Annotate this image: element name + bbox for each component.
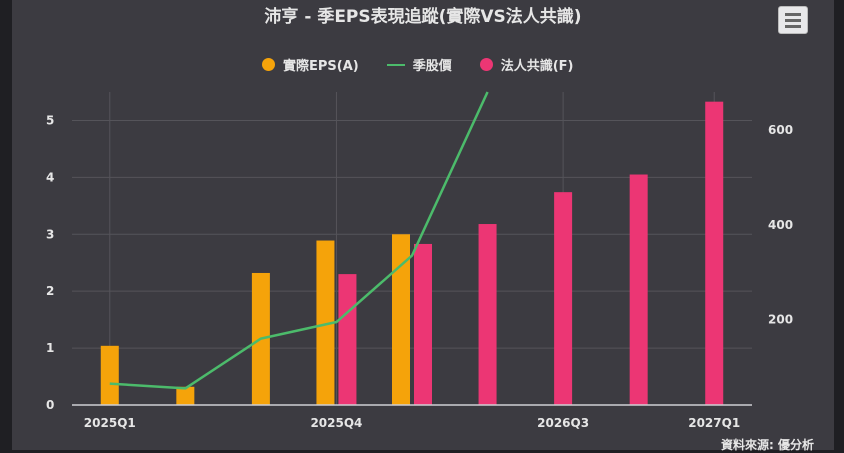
legend-dot-actual [262,58,275,71]
y-left-tick-label: 4 [46,170,54,184]
data-source-label: 資料來源: 優分析 [721,438,814,452]
hamburger-menu-icon[interactable] [778,6,808,34]
bar-actual-eps [316,240,335,405]
bar-consensus-eps [414,243,432,405]
legend-label-actual: 實際EPS(A) [283,59,359,74]
bar-actual-eps [100,345,119,405]
legend-item-consensus[interactable]: 法人共識(F) [479,55,574,74]
legend-item-actual-eps[interactable]: 實際EPS(A) [262,55,359,74]
bar-actual-eps [176,386,195,405]
legend-dot-consensus [479,58,493,71]
bar-consensus-eps [705,101,724,405]
y-left-tick-label: 2 [46,284,54,298]
price-line [109,91,489,390]
legend-label-consensus: 法人共識(F) [500,59,574,74]
legend-label-price: 季股價 [412,59,452,74]
bar-consensus-eps [478,224,497,405]
x-tick-label: 2025Q1 [84,416,136,430]
y-left-tick-label: 5 [46,113,54,127]
chart-legend: 實際EPS(A) 季股價 法人共識(F) [262,55,602,74]
x-tick-label: 2026Q3 [537,416,589,430]
y-right-tick-label: 400 [768,218,793,232]
legend-item-price[interactable]: 季股價 [386,55,452,74]
chart-title: 沛亨 - 季EPS表現追蹤(實際VS法人共識) [264,7,582,27]
bar-consensus-eps [629,174,648,405]
bar-actual-eps [392,234,410,405]
bar-consensus-eps [338,274,357,405]
legend-line-price [386,63,405,66]
x-tick-label: 2025Q4 [310,416,362,430]
y-left-tick-label: 0 [46,398,54,412]
y-right-tick-label: 200 [768,313,793,327]
y-left-tick-label: 3 [46,227,54,241]
y-left-tick-label: 1 [46,341,54,355]
bar-consensus-eps [554,192,573,405]
y-right-tick-label: 600 [768,123,793,137]
x-tick-label: 2027Q1 [688,416,740,430]
